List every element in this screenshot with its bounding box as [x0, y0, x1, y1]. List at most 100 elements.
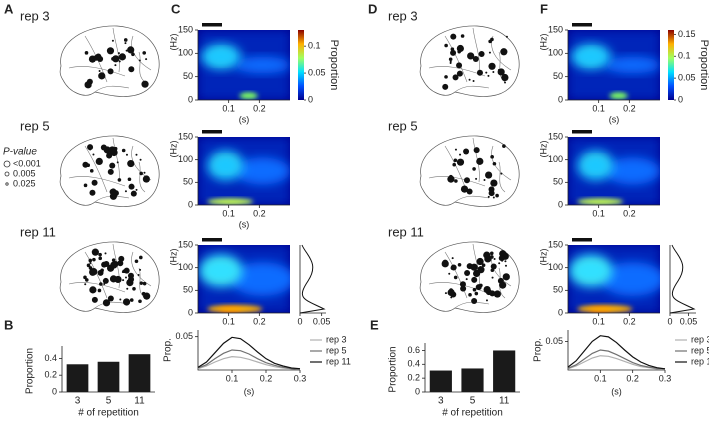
brain-sulcus: [454, 301, 490, 309]
rep-label: rep 5: [20, 118, 50, 133]
brain-electrode: [483, 285, 491, 294]
brain-electrode: [459, 153, 462, 156]
brain-electrode: [124, 276, 127, 279]
brain-electrode: [460, 185, 469, 193]
x-tick-label: 0.2: [260, 373, 273, 383]
brain-electrode: [472, 167, 476, 171]
heatmap-blob: [577, 150, 614, 181]
brain-outline: [59, 241, 160, 313]
marginal-tick-label: 0.05: [680, 316, 698, 326]
y-axis-label: Prop.: [163, 338, 174, 362]
y-tick-label: 0: [558, 94, 563, 104]
brain-sulcus: [112, 27, 120, 73]
stimulus-bar: [572, 238, 592, 242]
x-tick-label: 0.1: [592, 208, 605, 218]
brain-electrode: [481, 263, 486, 268]
brain-electrode: [478, 50, 485, 57]
brain-sulcus: [68, 176, 126, 187]
brain-electrode: [450, 264, 457, 271]
brain-electrode: [142, 281, 145, 284]
brain-electrode: [492, 71, 495, 74]
brain-electrode: [107, 168, 114, 175]
rep-label: rep 11: [20, 224, 56, 239]
brain-electrode: [500, 48, 508, 56]
brain-electrode: [456, 62, 463, 69]
bar: [97, 361, 120, 392]
bar: [429, 370, 452, 392]
marginal-tick-label: 0.05: [313, 316, 331, 326]
brain-electrode: [464, 269, 471, 276]
brain-electrode: [471, 276, 478, 283]
brain-electrode: [114, 64, 117, 67]
colorbar-label: Proportion: [328, 40, 340, 91]
panel-label: B: [4, 317, 13, 332]
colorbar-tick-label: 0: [678, 94, 683, 104]
marginal-curve: [669, 244, 696, 314]
brain-electrode: [476, 69, 483, 76]
colorbar-tick-label: 0: [308, 94, 313, 104]
bar: [493, 350, 516, 392]
brain-electrode: [89, 286, 97, 294]
brain-electrode: [492, 196, 495, 199]
panel-label: F: [540, 1, 548, 16]
brain-electrode: [473, 148, 476, 151]
brain-electrode: [472, 80, 475, 83]
brain-electrode: [450, 296, 453, 299]
brain-electrode: [125, 153, 128, 156]
brain-electrode: [132, 287, 136, 291]
x-tick-label: 0.2: [626, 373, 639, 383]
line-series: [197, 336, 301, 370]
x-tick-label: 5: [106, 396, 112, 407]
panel-label: D: [368, 1, 377, 16]
brain-electrode: [127, 159, 135, 168]
brain-sulcus: [491, 145, 512, 181]
heatmap-blob: [234, 157, 290, 185]
brain: [419, 25, 520, 97]
x-axis-label: # of repetition: [78, 408, 139, 419]
brain-electrode: [454, 148, 457, 151]
colorbar-label: Proportion: [698, 40, 709, 91]
brain-electrode: [109, 275, 118, 283]
y-tick-label: 0.05: [545, 336, 563, 346]
brain-electrode: [129, 298, 134, 302]
axis: [567, 330, 665, 371]
heatmap-blob: [207, 150, 245, 181]
brain-electrode: [98, 69, 101, 72]
y-tick-label: 50: [553, 71, 563, 81]
brain-electrode: [143, 171, 146, 174]
y-tick-label: 50: [553, 285, 563, 295]
brain: [59, 25, 160, 97]
y-tick-label: 50: [183, 285, 193, 295]
brain-electrode: [448, 57, 453, 62]
marginal-tick-label: 0: [667, 316, 672, 326]
x-tick-label: 0.3: [294, 373, 307, 383]
brain-electrode: [490, 179, 498, 187]
brain-electrode: [468, 78, 471, 81]
y-tick-label: 0.05: [175, 331, 193, 341]
heatmap-image: [568, 245, 660, 313]
brain-electrode: [89, 148, 92, 151]
heatmap-blob: [577, 198, 624, 205]
brain-electrode: [139, 171, 143, 176]
heatmap-blob: [570, 44, 612, 70]
brain-electrode: [490, 155, 494, 159]
brain-electrode: [100, 268, 104, 273]
brain-electrode: [97, 288, 102, 293]
brain-electrode: [487, 74, 490, 77]
legend-label: rep 3: [326, 334, 347, 344]
brain-electrode: [457, 263, 462, 267]
y-tick-label: 0: [188, 199, 193, 209]
brain-electrode: [488, 51, 491, 54]
brain-electrode: [453, 158, 458, 163]
bar: [461, 368, 484, 392]
y-tick-label: 150: [178, 131, 193, 141]
colorbar: [668, 30, 674, 100]
y-tick-label: 150: [178, 239, 193, 249]
brain-electrode: [488, 62, 496, 70]
y-tick-label: 50: [183, 71, 193, 81]
brain-electrode: [117, 52, 120, 55]
brain-electrode: [466, 188, 473, 195]
brain-electrode: [84, 283, 87, 286]
legend-label: rep 3: [691, 334, 709, 344]
